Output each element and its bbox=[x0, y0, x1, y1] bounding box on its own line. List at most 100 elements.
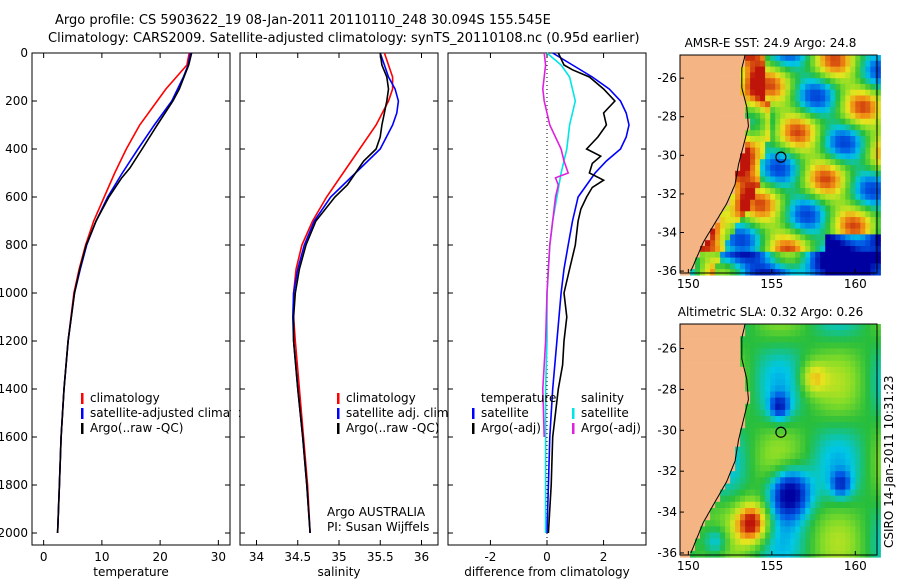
map-cell bbox=[710, 78, 716, 85]
map-cell bbox=[830, 428, 836, 435]
map-cell bbox=[705, 495, 711, 503]
map-cell bbox=[860, 60, 866, 68]
map-cell bbox=[870, 495, 876, 503]
map-cell bbox=[735, 446, 741, 454]
map-cell bbox=[785, 446, 791, 454]
map-cell bbox=[725, 234, 731, 241]
map-cell bbox=[835, 124, 841, 131]
x-tick-label: -2 bbox=[484, 550, 496, 564]
map-cell bbox=[720, 95, 726, 102]
map-cell bbox=[820, 465, 826, 472]
map-cell bbox=[730, 136, 736, 143]
map-cell bbox=[860, 182, 866, 189]
map-cell bbox=[705, 112, 711, 120]
map-cell bbox=[835, 354, 841, 362]
map-cell bbox=[820, 520, 826, 527]
map-cell bbox=[680, 434, 686, 442]
map-cell bbox=[810, 483, 816, 491]
map-cell bbox=[695, 342, 701, 350]
map-cell bbox=[750, 440, 756, 448]
map-cell bbox=[835, 397, 841, 405]
map-cell bbox=[800, 222, 806, 230]
map-cell bbox=[775, 211, 781, 218]
map-cell bbox=[690, 165, 696, 172]
map-cell bbox=[780, 101, 786, 108]
map-cell bbox=[775, 409, 781, 417]
map-cell bbox=[680, 251, 686, 259]
map-cell bbox=[730, 446, 736, 454]
map-cell bbox=[870, 458, 876, 466]
map-cell bbox=[750, 83, 756, 91]
map-cell bbox=[755, 130, 761, 137]
map-cell bbox=[755, 112, 761, 120]
map-cell bbox=[825, 366, 831, 374]
map-cell bbox=[730, 520, 736, 527]
map-cell bbox=[790, 240, 796, 247]
map-cell bbox=[810, 440, 816, 448]
map-cell bbox=[860, 501, 866, 509]
map-cell bbox=[715, 465, 721, 472]
map-cell bbox=[760, 199, 766, 207]
map-cell bbox=[870, 257, 876, 264]
map-cell bbox=[825, 124, 831, 131]
map-cell bbox=[705, 78, 711, 85]
map-cell bbox=[835, 188, 841, 195]
map-cell bbox=[790, 228, 796, 235]
map-cell bbox=[770, 159, 776, 166]
map-cell bbox=[765, 465, 771, 472]
map-cell bbox=[870, 165, 876, 172]
map-cell bbox=[680, 136, 686, 143]
map-cell bbox=[695, 483, 701, 491]
map-cell bbox=[850, 89, 856, 97]
map-cell bbox=[750, 483, 756, 491]
map-cell bbox=[815, 471, 821, 478]
map-cell bbox=[870, 153, 876, 160]
map-cell bbox=[825, 544, 831, 552]
map-cell bbox=[850, 193, 856, 201]
map-cell bbox=[855, 205, 861, 212]
map-cell bbox=[865, 240, 871, 247]
map-cell bbox=[680, 60, 686, 68]
map-cell bbox=[820, 107, 826, 114]
map-cell bbox=[865, 471, 871, 478]
map-cell bbox=[865, 165, 871, 172]
map-cell bbox=[855, 112, 861, 120]
map-cell bbox=[700, 324, 706, 331]
map-cell bbox=[805, 508, 811, 515]
map-cell bbox=[755, 170, 761, 178]
map-cell bbox=[835, 60, 841, 68]
map-cell bbox=[830, 336, 836, 343]
map-cell bbox=[690, 422, 696, 429]
map-cell bbox=[860, 508, 866, 515]
map-cell bbox=[860, 251, 866, 259]
map-cell bbox=[715, 385, 721, 392]
map-cell bbox=[865, 66, 871, 73]
map-cell bbox=[805, 101, 811, 108]
map-cell bbox=[810, 379, 816, 386]
map-cell bbox=[795, 55, 801, 62]
map-cell bbox=[845, 211, 851, 218]
map-cell bbox=[780, 55, 786, 62]
map-cell bbox=[715, 78, 721, 85]
map-cell bbox=[770, 107, 776, 114]
map-cell bbox=[785, 538, 791, 546]
map-cell bbox=[725, 222, 731, 230]
map-cell bbox=[750, 495, 756, 503]
map-cell bbox=[840, 409, 846, 417]
map-cell bbox=[800, 72, 806, 79]
map-cell bbox=[725, 269, 731, 276]
map-cell bbox=[865, 188, 871, 195]
map-cell bbox=[755, 199, 761, 207]
map-cell bbox=[735, 193, 741, 201]
map-cell bbox=[710, 428, 716, 435]
map-cell bbox=[685, 409, 691, 417]
map-cell bbox=[875, 205, 881, 212]
map-cell bbox=[820, 269, 826, 276]
map-cell bbox=[855, 452, 861, 460]
map-cell bbox=[800, 217, 806, 224]
map-cell bbox=[855, 458, 861, 466]
map-cell bbox=[805, 118, 811, 126]
map-cell bbox=[760, 222, 766, 230]
map-cell bbox=[750, 428, 756, 435]
map-cell bbox=[835, 251, 841, 259]
